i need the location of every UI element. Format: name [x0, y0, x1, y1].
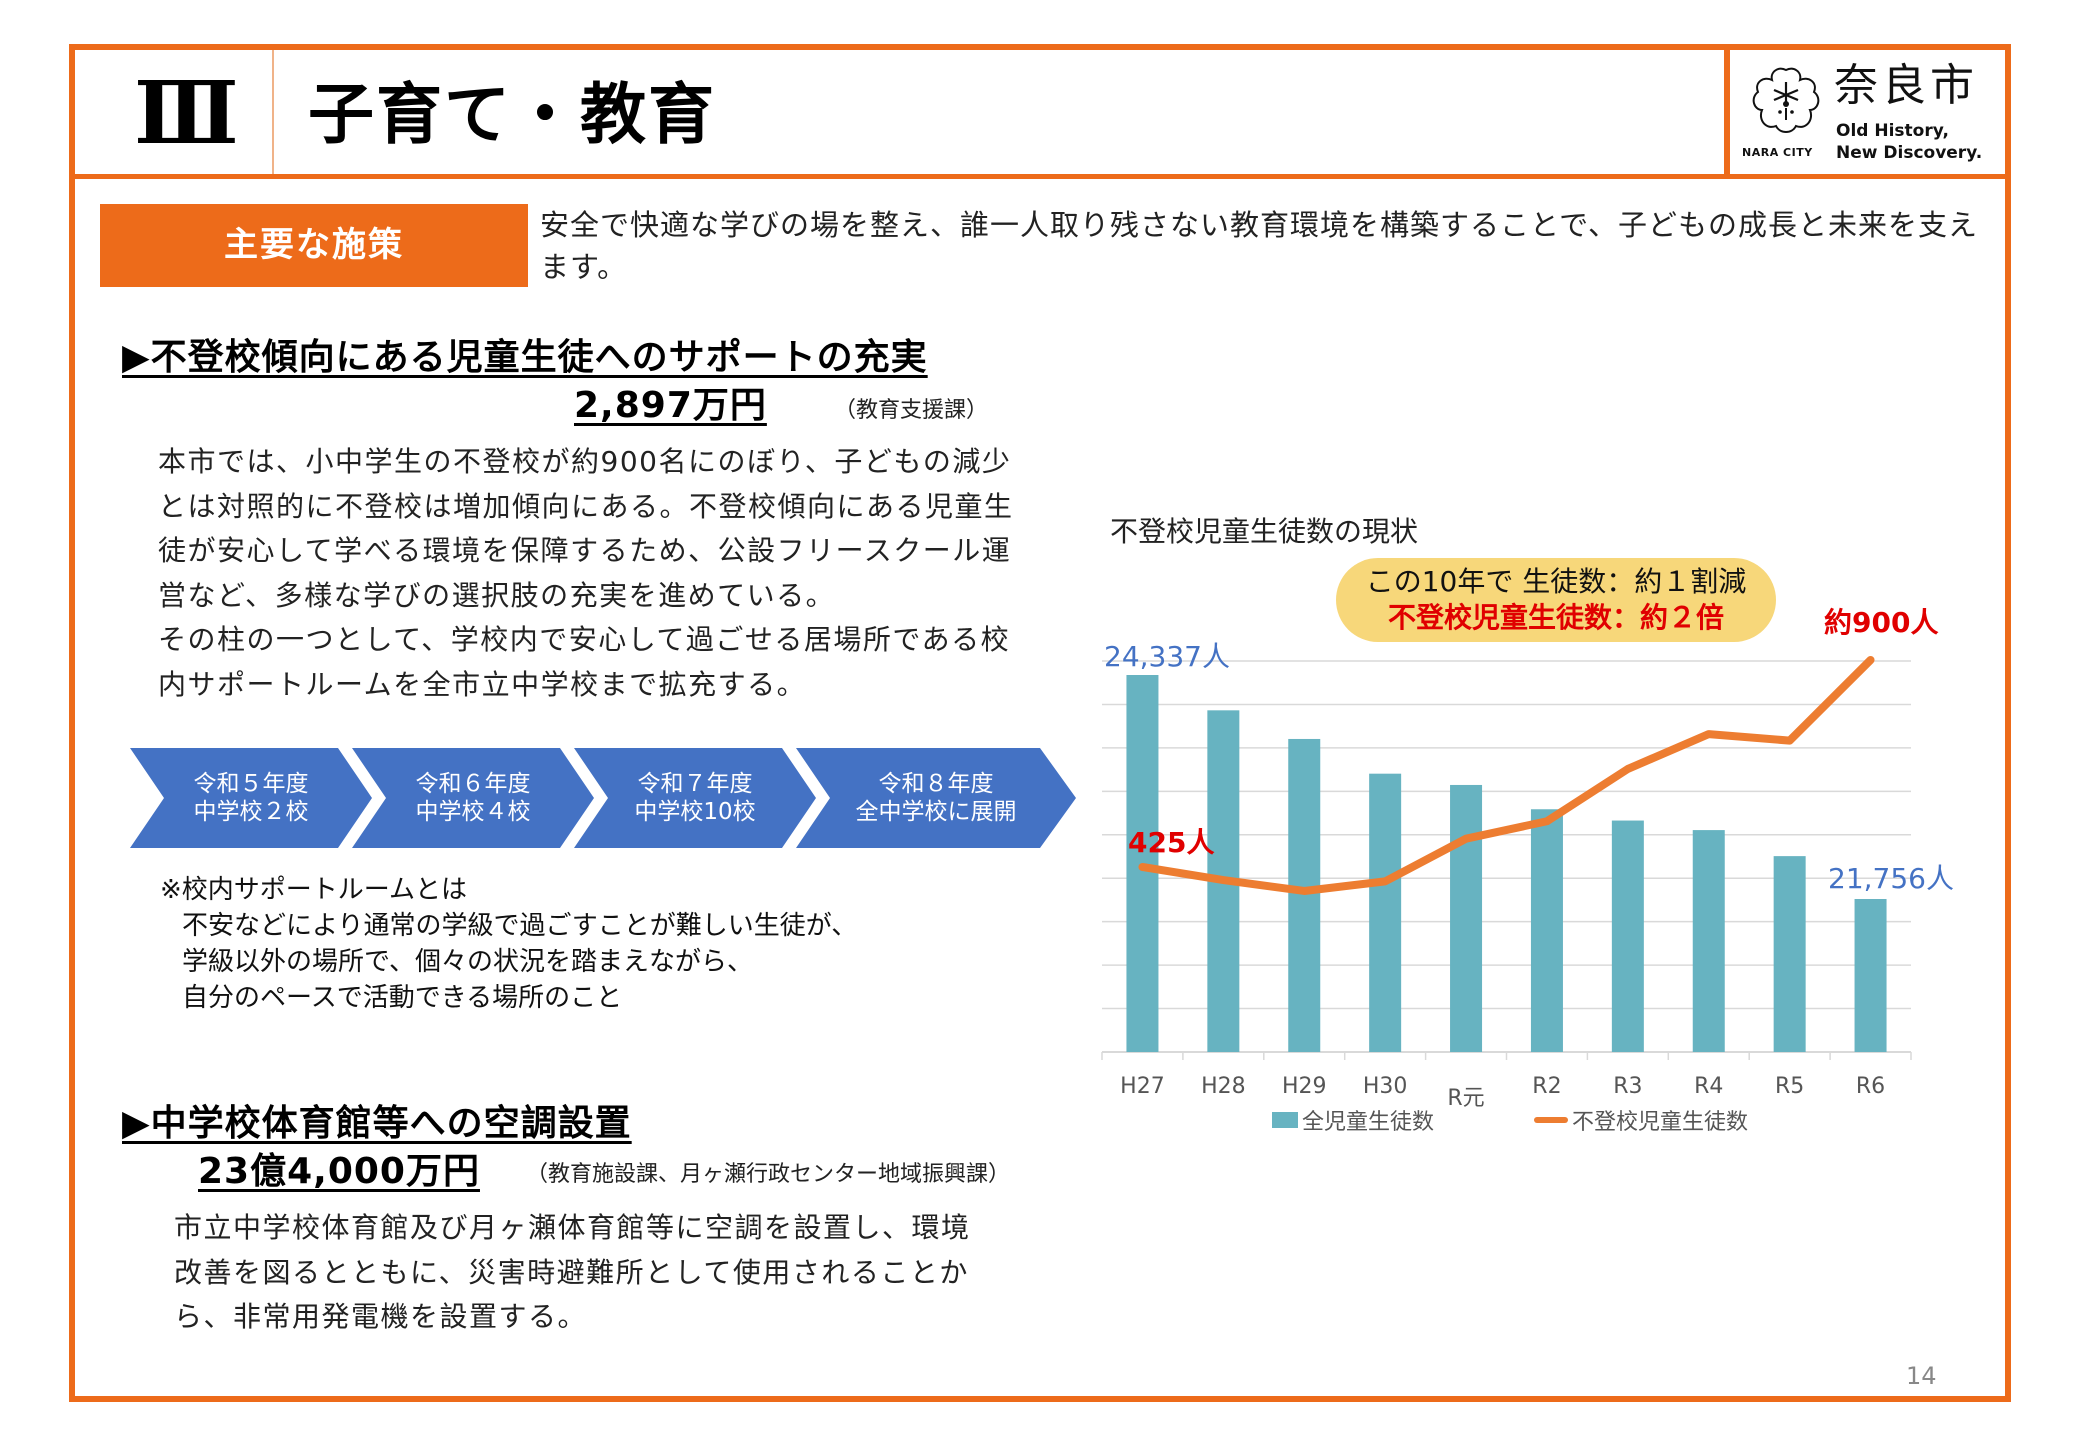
legend-bar-swatch [1272, 1112, 1298, 1128]
x-axis-tick-label: R5 [1774, 1074, 1805, 1099]
legend-bar: 全児童生徒数 [1272, 1104, 1434, 1136]
x-axis-tick-label: R4 [1694, 1074, 1724, 1099]
legend-line-label: 不登校児童生徒数 [1572, 1110, 1749, 1135]
page-title: 子育て・教育 [308, 76, 716, 153]
combo-chart [1101, 656, 1912, 1060]
section1-heading: ▶不登校傾向にある児童生徒へのサポートの充実 [122, 337, 928, 378]
logo-tagline: Old History, New Discovery. [1836, 120, 1982, 164]
x-axis-tick-label: H30 [1362, 1074, 1408, 1099]
flow-step-4: 令和８年度 全中学校に展開 [796, 748, 1076, 848]
logo-tagline-line1: Old History, [1836, 121, 1949, 141]
x-axis-tick-label: R6 [1855, 1074, 1886, 1099]
x-axis-tick-label: H29 [1281, 1074, 1327, 1099]
label-first-absent: 425人 [1128, 826, 1215, 859]
x-axis-tick-label: R2 [1532, 1074, 1562, 1099]
section2-heading: ▶中学校体育館等への空調設置 [122, 1103, 632, 1144]
rollout-flow: 令和５年度 中学校２校 令和６年度 中学校４校 令和７年度 中学校10校 令和８… [130, 748, 1076, 848]
flow-step-label: 令和７年度 中学校10校 [634, 771, 756, 825]
x-axis-tick-label: H28 [1201, 1074, 1246, 1099]
section2-body: 市立中学校体育館及び月ヶ瀬体育館等に空調を設置し、環境改善を図るとともに、災害時… [174, 1211, 971, 1333]
x-axis-tick-label: R3 [1613, 1074, 1643, 1099]
header-column-divider [272, 50, 274, 174]
x-axis-tick-label: R元 [1447, 1086, 1485, 1111]
policy-label: 主要な施策 [100, 204, 528, 287]
callout-line2: 不登校児童生徒数：約２倍 [1387, 601, 1724, 634]
logo-tagline-line2: New Discovery. [1836, 143, 1983, 163]
callout-line1: この10年で 生徒数：約１割減 [1365, 565, 1747, 598]
chart-title: 不登校児童生徒数の現状 [1110, 515, 1419, 548]
flow-step-2: 令和６年度 中学校４校 [352, 748, 594, 848]
policy-description: 安全で快適な学びの場を整え、誰一人取り残さない教育環境を構築することで、子どもの… [540, 208, 1978, 284]
page-number: 14 [1906, 1362, 1937, 1390]
flow-step-label: 令和６年度 中学校４校 [415, 771, 531, 825]
note-line: 学級以外の場所で、個々の状況を踏まえながら、 [182, 947, 753, 977]
section2-department: （教育施設課、月ヶ瀬行政センター地域振興課） [526, 1162, 1011, 1187]
support-room-note: ※校内サポートルームとは 不安などにより通常の学級で過ごすことが難しい生徒が、 … [160, 872, 857, 1016]
note-line: 不安などにより通常の学級で過ごすことが難しい生徒が、 [182, 911, 858, 941]
legend-line-swatch [1534, 1117, 1568, 1123]
legend-line: 不登校児童生徒数 [1534, 1104, 1748, 1136]
section1-body: 本市では、小中学生の不登校が約900名にのぼり、子どもの減少とは対照的に不登校は… [158, 445, 1014, 701]
label-last-total: 21,756人 [1828, 862, 1954, 895]
section2-amount: 23億4,000万円 [198, 1151, 480, 1192]
label-first-total: 24,337人 [1104, 640, 1230, 673]
page-frame [69, 44, 2011, 1402]
section1-amount: 2,897万円 [574, 385, 767, 426]
chart-callout: この10年で 生徒数：約１割減 不登校児童生徒数：約２倍 [1336, 558, 1776, 642]
flow-step-label: 令和８年度 全中学校に展開 [855, 771, 1017, 825]
note-line: 自分のペースで活動できる場所のこと [182, 983, 623, 1013]
flow-step-1: 令和５年度 中学校２校 [130, 748, 372, 848]
note-title: ※校内サポートルームとは [160, 875, 468, 905]
sakura-emblem-icon [1752, 67, 1820, 133]
header-divider-line [69, 174, 2011, 179]
x-axis-tick-label: H27 [1120, 1074, 1165, 1099]
section1-department: （教育支援課） [834, 398, 989, 423]
legend-bar-label: 全児童生徒数 [1302, 1110, 1435, 1135]
logo-city-label: NARA CITY [1742, 146, 1813, 159]
label-last-absent: 約900人 [1824, 606, 1939, 639]
flow-step-label: 令和５年度 中学校２校 [193, 771, 309, 825]
flow-step-3: 令和７年度 中学校10校 [574, 748, 816, 848]
nara-city-logo: NARA CITY 奈良市 Old History, New Discovery… [1724, 50, 2005, 174]
section-numeral: Ⅲ [134, 63, 239, 164]
logo-kanji: 奈良市 [1834, 60, 1978, 111]
